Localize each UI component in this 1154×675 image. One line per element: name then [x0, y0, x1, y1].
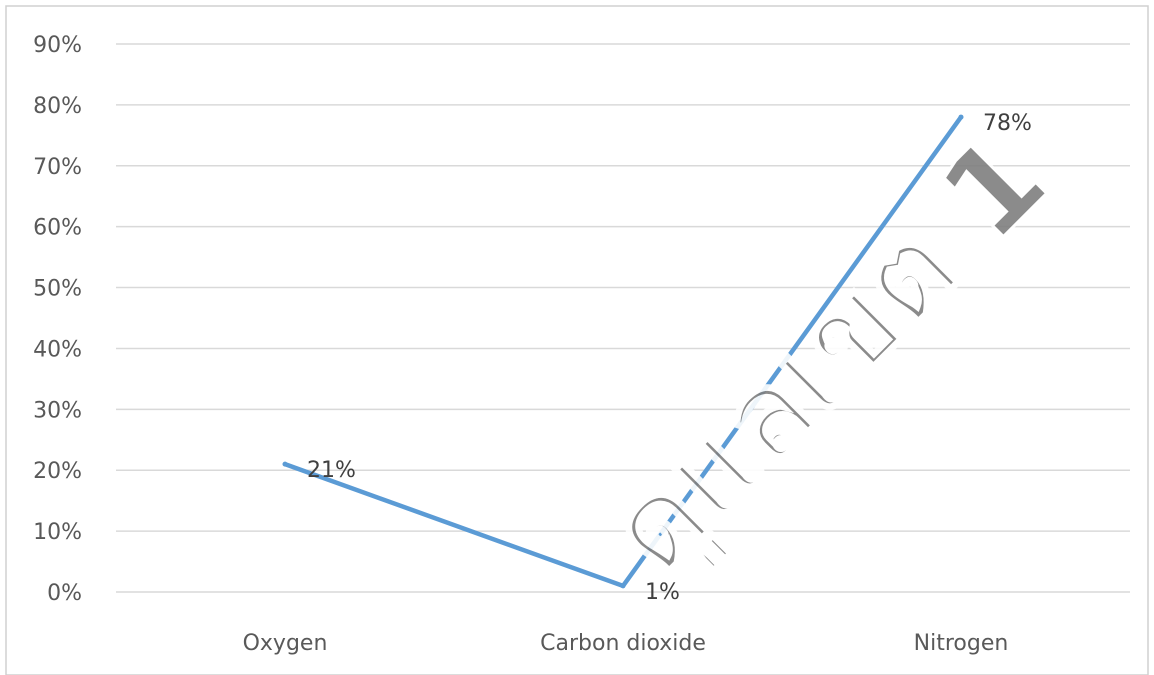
- y-tick-label: 40%: [33, 337, 82, 362]
- y-tick-label: 20%: [33, 459, 82, 484]
- y-tick-label: 10%: [33, 520, 82, 545]
- data-point: [282, 461, 288, 467]
- data-labels: 21% 1% 78%: [307, 111, 1032, 605]
- y-tick-label: 30%: [33, 398, 82, 423]
- series-line-group: [282, 114, 964, 589]
- x-axis-category-labels: Oxygen Carbon dioxide Nitrogen: [243, 631, 1009, 656]
- chart-border: [5, 5, 1149, 675]
- data-label: 78%: [983, 111, 1032, 136]
- x-category-label: Oxygen: [243, 631, 328, 656]
- data-point: [620, 583, 626, 589]
- data-point: [958, 114, 964, 120]
- y-tick-label: 50%: [33, 277, 82, 302]
- y-tick-label: 90%: [33, 33, 82, 58]
- y-tick-label: 80%: [33, 94, 82, 119]
- x-category-label: Nitrogen: [914, 631, 1009, 656]
- x-category-label: Carbon dioxide: [540, 631, 706, 656]
- y-tick-label: 0%: [47, 581, 82, 606]
- y-tick-label: 60%: [33, 216, 82, 241]
- data-label: 21%: [307, 458, 356, 483]
- y-axis-tick-labels: 0% 10% 20% 30% 40% 50% 60% 70% 80% 90%: [33, 33, 82, 606]
- y-tick-label: 70%: [33, 155, 82, 180]
- gridlines: [116, 43, 1130, 593]
- data-label: 1%: [645, 580, 680, 605]
